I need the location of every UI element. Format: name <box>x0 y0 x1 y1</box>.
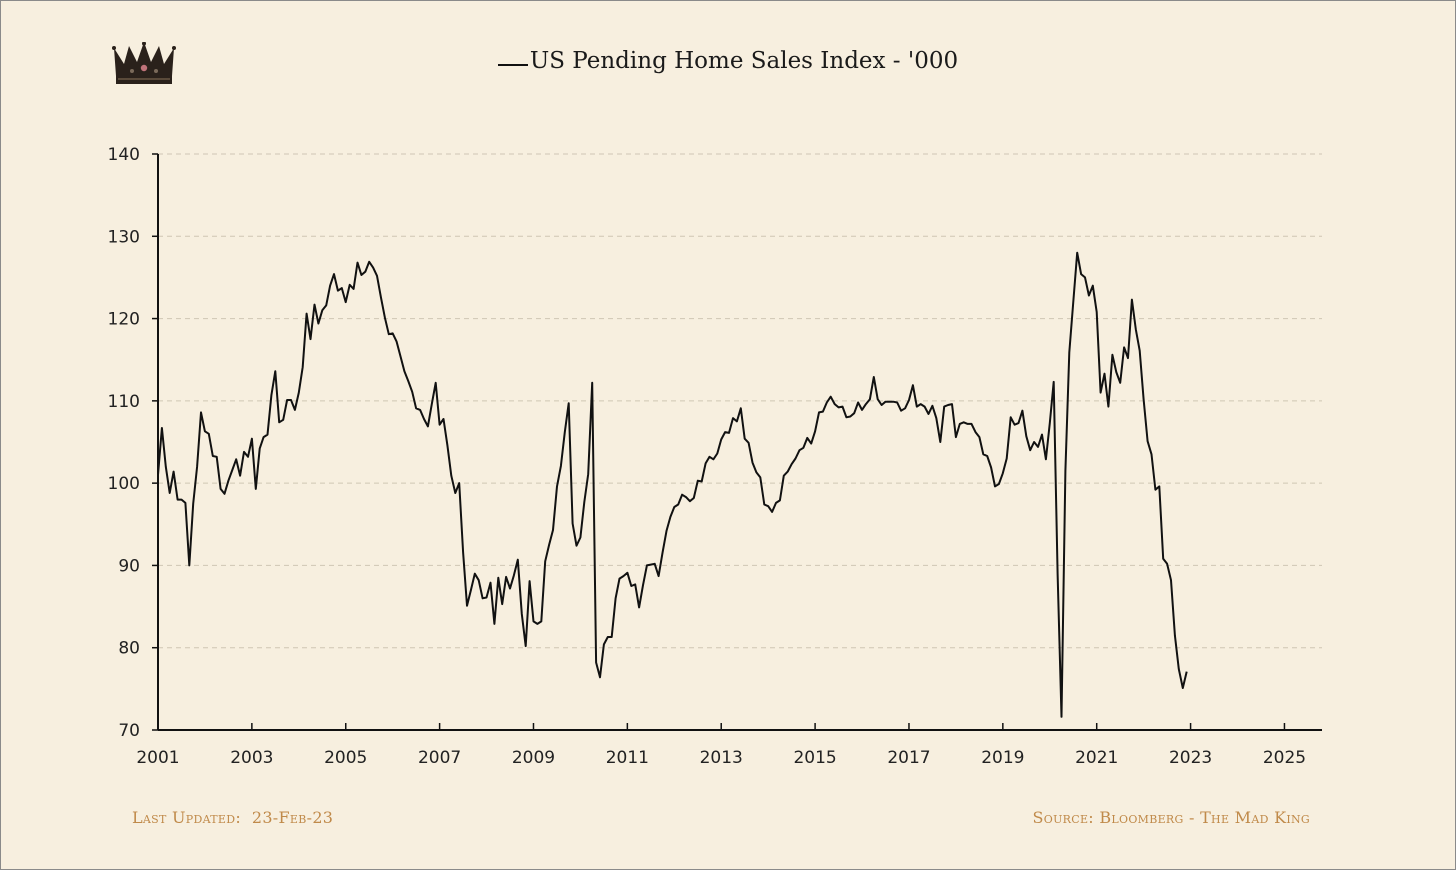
series-line-0 <box>157 251 1188 718</box>
last-updated-value: 23-Feb-23 <box>251 808 334 827</box>
y-tick-label-70: 70 <box>118 721 140 741</box>
last-updated-label: Last Updated: <box>132 808 242 827</box>
x-tick-label-2007: 2007 <box>418 748 461 768</box>
source-note: Source: Bloomberg - The Mad King <box>1032 808 1310 827</box>
crown-icon <box>112 42 176 84</box>
y-tick-label-100: 100 <box>108 474 140 494</box>
x-tick-label-2003: 2003 <box>230 748 273 768</box>
x-tick-label-2015: 2015 <box>793 748 836 768</box>
x-tick-label-2021: 2021 <box>1075 748 1118 768</box>
last-updated: Last Updated: 23-Feb-23 <box>132 808 333 827</box>
legend-swatch <box>497 64 528 66</box>
y-tick-label-120: 120 <box>108 310 140 330</box>
y-tick-label-80: 80 <box>118 639 140 659</box>
x-tick-label-2019: 2019 <box>981 748 1024 768</box>
x-tick-label-2017: 2017 <box>887 748 930 768</box>
x-tick-label-2001: 2001 <box>136 748 179 768</box>
y-tick-label-140: 140 <box>108 145 140 165</box>
chart-title: US Pending Home Sales Index - '000 <box>0 48 1456 74</box>
x-tick-label-2013: 2013 <box>700 748 743 768</box>
y-tick-label-90: 90 <box>118 556 140 576</box>
x-tick-label-2005: 2005 <box>324 748 367 768</box>
chart-title-text: US Pending Home Sales Index - '000 <box>529 48 959 74</box>
x-tick-label-2023: 2023 <box>1169 748 1212 768</box>
y-tick-label-130: 130 <box>108 227 140 247</box>
x-tick-label-2025: 2025 <box>1263 748 1306 768</box>
y-tick-label-110: 110 <box>108 392 140 412</box>
x-tick-label-2009: 2009 <box>512 748 555 768</box>
x-tick-label-2011: 2011 <box>606 748 649 768</box>
